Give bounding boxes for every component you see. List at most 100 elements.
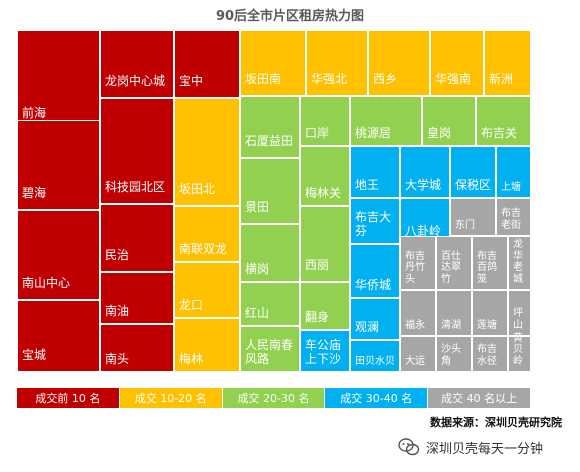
treemap-cell-label: 大学城 (405, 178, 442, 193)
treemap-cell: 龙口 (174, 262, 240, 318)
treemap-cell: 西丽 (300, 206, 350, 282)
legend-item: 成交 30-40 名 (325, 388, 429, 408)
treemap-cell-label: 横岗 (245, 262, 270, 277)
treemap-cell-label: 布吉丹竹头 (405, 250, 425, 285)
treemap-cell: 观澜 (350, 298, 400, 340)
treemap-cell: 车公庙上下沙 (300, 330, 350, 372)
treemap-cell-label: 华侨城 (355, 278, 392, 293)
treemap-cell: 布吉丹竹头 (400, 236, 436, 290)
treemap-cell-label: 布吉关 (481, 126, 518, 141)
treemap-cell-label: 宝中 (179, 74, 204, 89)
treemap-cell: 大学城 (400, 146, 450, 198)
treemap-cell: 龙华老城 (508, 236, 531, 290)
treemap-cell: 布吉水径 (472, 336, 508, 372)
treemap-cell: 宝城 (17, 300, 100, 372)
treemap-cell-label: 西乡 (373, 72, 398, 87)
treemap-cell: 黄贝岭 (508, 332, 531, 372)
treemap-cell-label: 坂田北 (179, 182, 216, 197)
watermark: 深圳贝壳每天一分钟 (398, 437, 543, 457)
treemap-cell-label: 上塘 (501, 181, 521, 193)
treemap-cell: 华强南 (430, 30, 484, 96)
treemap-cell: 福永 (400, 290, 436, 336)
treemap-cell-label: 人民南春风路 (245, 338, 294, 367)
treemap-cell-label: 布吉老街 (501, 208, 521, 231)
treemap-cell-label: 福永 (405, 319, 425, 331)
treemap-cell-label: 清湖 (441, 319, 461, 331)
treemap-cell: 田贝水贝 (350, 340, 400, 372)
treemap-cell-label: 华强南 (435, 72, 472, 87)
treemap-cell: 华侨城 (350, 244, 400, 298)
data-source: 数据来源：深圳贝壳研究院 (430, 416, 562, 429)
treemap-cell-label: 民治 (105, 248, 130, 263)
legend: 成交前 10 名成交 10-20 名成交 20-30 名成交 30-40 名成交… (17, 388, 531, 408)
treemap-cell: 梅林关 (300, 146, 350, 206)
treemap-cell: 坂田南 (240, 30, 306, 96)
treemap-cell-label: 口岸 (305, 126, 330, 141)
treemap-cell-label: 南联双龙 (179, 242, 228, 257)
treemap-cell-label: 地王 (355, 178, 380, 193)
treemap-cell: 西乡 (368, 30, 430, 96)
treemap-cell-label: 翻身 (305, 310, 330, 325)
treemap-cell-label: 石厦益田 (245, 134, 294, 149)
treemap-cell: 沙头角 (436, 336, 472, 372)
treemap-cell-label: 八卦岭 (405, 224, 442, 239)
treemap-cell: 布吉大芬 (350, 198, 400, 244)
treemap-cell-label: 南山中心 (22, 276, 71, 291)
treemap-cell: 景田 (240, 158, 300, 224)
treemap-cell: 碧海 (17, 120, 100, 210)
treemap-cell: 石厦益田 (240, 96, 300, 158)
treemap-cell-label: 黄贝岭 (513, 332, 523, 367)
treemap-cell: 人民南春风路 (240, 326, 300, 372)
treemap-cell: 清湖 (436, 290, 472, 336)
treemap-cell: 保税区 (450, 146, 496, 198)
watermark-text: 深圳贝壳每天一分钟 (426, 441, 544, 457)
treemap-cell: 南头 (100, 324, 174, 372)
treemap-cell-label: 百仕达翠竹 (441, 250, 461, 285)
treemap-cell-label: 布吉大芬 (355, 210, 392, 239)
treemap-cell-label: 坂田南 (245, 72, 282, 87)
treemap-cell-label: 西丽 (305, 258, 330, 273)
treemap-cell-label: 观澜 (355, 320, 380, 335)
treemap-cell-label: 景田 (245, 200, 270, 215)
treemap-cell-label: 东门 (455, 219, 475, 231)
treemap-cell-label: 龙华老城 (513, 239, 523, 285)
treemap-cell: 皇岗 (422, 96, 476, 146)
treemap-cell: 东门 (450, 198, 496, 236)
chart-title: 90后全市片区租房热力图 (215, 9, 365, 24)
treemap-cell-label: 前海 (22, 106, 47, 121)
legend-item: 成交 10-20 名 (119, 388, 223, 408)
treemap-cell: 科技园北区 (100, 98, 174, 204)
treemap-cell: 梅林 (174, 318, 240, 372)
treemap-cell-label: 车公庙上下沙 (305, 338, 342, 367)
treemap-cell-label: 桃源居 (355, 126, 392, 141)
treemap-cell: 前海 (17, 30, 100, 130)
treemap-cell: 新洲 (484, 30, 531, 96)
treemap-cell: 华强北 (306, 30, 368, 96)
treemap-cell: 桃源居 (350, 96, 422, 146)
legend-item: 成交 40 名以上 (428, 388, 531, 408)
legend-item: 成交前 10 名 (17, 388, 120, 408)
treemap-cell: 宝中 (174, 30, 240, 98)
treemap-cell: 南山中心 (17, 210, 100, 300)
treemap-cell: 百仕达翠竹 (436, 236, 472, 290)
treemap-cell-label: 皇岗 (427, 126, 452, 141)
treemap-cell: 地王 (350, 146, 400, 198)
treemap-cell-label: 新洲 (489, 72, 514, 87)
treemap-cell-label: 宝城 (22, 348, 47, 363)
treemap-cell: 口岸 (300, 96, 350, 146)
treemap-cell: 翻身 (300, 282, 350, 330)
treemap-cell-label: 龙口 (179, 298, 204, 313)
treemap-cell-label: 碧海 (22, 186, 47, 201)
treemap-cell: 龙岗中心城 (100, 30, 174, 98)
wechat-icon (398, 438, 420, 456)
treemap-cell-label: 科技园北区 (105, 180, 166, 195)
treemap-cell-label: 梅林关 (305, 186, 342, 201)
treemap-cell: 布吉百鸽笼 (472, 236, 508, 290)
treemap-cell: 布吉老街 (496, 198, 531, 236)
treemap-cell-label: 南头 (105, 352, 130, 367)
treemap-cell-label: 梅林 (179, 352, 204, 367)
treemap-cell-label: 布吉百鸽笼 (477, 250, 497, 285)
treemap-cell-label: 莲塘 (477, 319, 497, 331)
treemap-cell: 莲塘 (472, 290, 508, 336)
